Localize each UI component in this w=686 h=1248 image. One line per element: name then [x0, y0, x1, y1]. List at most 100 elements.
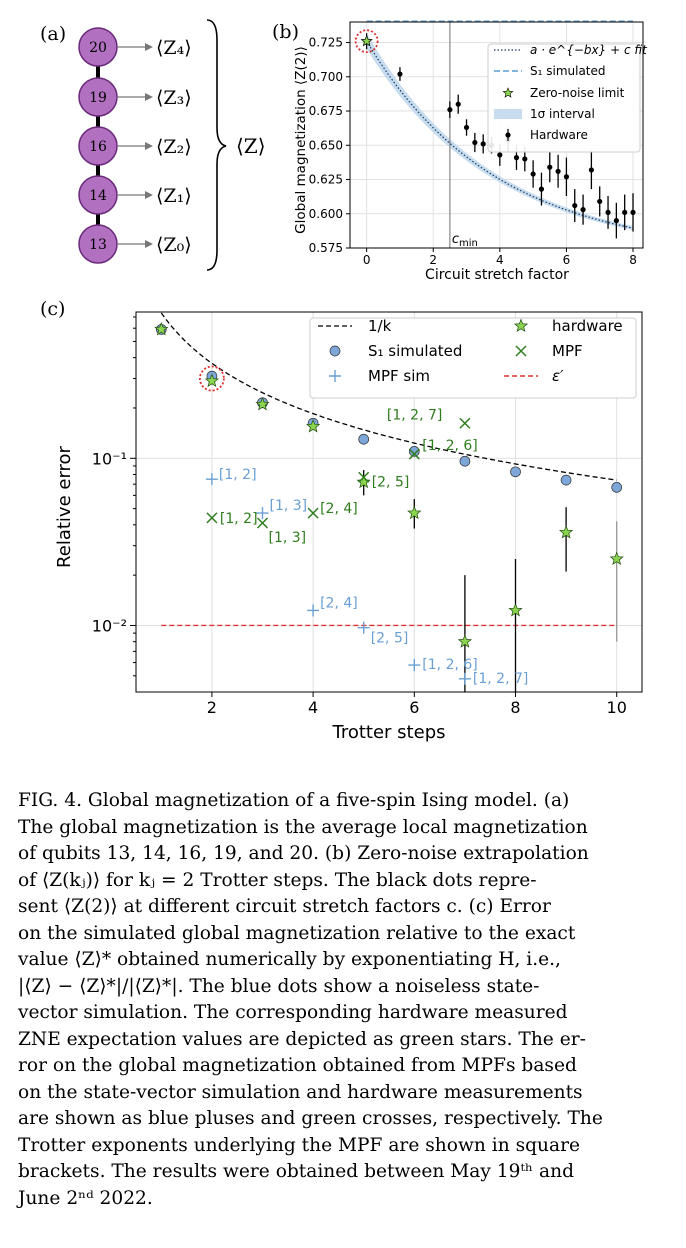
caption-line: on the state-vector simulation and hardw…	[18, 1081, 583, 1103]
legend-entry: S₁ simulated	[530, 64, 606, 78]
total-operator: ⟨Z⟩	[236, 134, 266, 158]
hardware-star	[508, 602, 523, 617]
mpf-sim-plus	[205, 473, 218, 486]
panel-b-xlabel: Circuit stretch factor	[425, 267, 569, 283]
mpf-label: [1, 2]	[220, 511, 258, 527]
zero-noise-star	[360, 34, 373, 47]
hardware-point	[622, 209, 628, 215]
mpf-sim-plus	[256, 507, 269, 520]
hardware-point	[522, 156, 528, 162]
hardware-point	[447, 107, 453, 113]
y-tick-label: 10⁻²	[92, 616, 127, 635]
hardware-point	[605, 209, 611, 215]
one-over-k-curve	[160, 312, 617, 481]
x-tick-label: 2	[207, 698, 217, 717]
mpf-cross	[206, 512, 218, 524]
hardware-point	[580, 207, 586, 213]
hardware-star	[255, 396, 270, 411]
panel-b-plot: cmin 0 2 4 6 8 0.575 0.600 0.625 0.650 0.675 0.700 0…	[309, 20, 648, 267]
figure-canvas: (a) 20 ⟨Z₄⟩19 ⟨Z₃⟩16 ⟨Z₂⟩14 ⟨Z₁⟩13 ⟨Z₀⟩ ⟨Z⟩ (…	[40, 19, 648, 743]
x-tick-label: 4	[308, 698, 318, 717]
hardware-star	[356, 474, 371, 489]
legend-entry: MPF sim	[368, 367, 430, 385]
caption-line: FIG. 4. Global magnetization of a five-s…	[18, 790, 570, 811]
panel-c-xlabel: Trotter steps	[332, 722, 446, 743]
local-operator: ⟨Z₀⟩	[156, 234, 192, 256]
mpf-label: [1, 2, 7]	[387, 407, 442, 423]
qubit-node	[78, 77, 118, 117]
mpf-label: [1, 3]	[269, 530, 307, 546]
caption-line: ror on the global magnetization obtained…	[18, 1055, 577, 1076]
legend-entry: MPF	[552, 342, 583, 360]
hardware-point	[472, 139, 478, 146]
caption-line: brackets. The results were obtained betw…	[18, 1161, 574, 1182]
hardware-star	[204, 373, 219, 388]
mpf-sim-plus	[357, 621, 370, 634]
caption-line: Trotter exponents underlying the MPF are…	[18, 1134, 580, 1156]
hardware-point	[588, 167, 594, 173]
x-tick-label: 2	[429, 253, 437, 267]
y-tick-label: 0.675	[309, 104, 343, 118]
mpf-sim-plus	[307, 604, 320, 617]
arrow-head	[145, 93, 153, 101]
legend-mpf-swatch	[515, 345, 527, 357]
legend-box	[309, 317, 637, 399]
hardware-point	[597, 198, 603, 205]
mpf-label: [1, 2, 6]	[422, 438, 477, 454]
legend-hardware-swatch	[505, 132, 511, 138]
panel-b-ylabel: Global magnetization ⟨Z(2)⟩	[293, 46, 309, 234]
x-tick-label: 0	[363, 253, 371, 267]
legend-box	[487, 43, 641, 153]
panel-c-label: (c)	[40, 298, 65, 320]
legend-star-swatch	[513, 318, 529, 333]
legend-entry: Hardware	[530, 128, 588, 142]
legend-band-swatch	[494, 109, 522, 119]
caption-line: of qubits 13, 14, 16, 19, and 20. (b) Ze…	[18, 843, 589, 864]
x-tick-label: 8	[629, 253, 637, 267]
hardware-star	[306, 419, 321, 433]
highlight-circle	[354, 29, 379, 54]
hardware-point	[630, 209, 636, 215]
mpf-sim-label: [1, 3]	[270, 498, 308, 514]
axes-frame	[349, 21, 644, 249]
hardware-point	[572, 202, 578, 209]
s1-point	[358, 433, 370, 445]
qubit-number: 19	[89, 90, 107, 106]
legend-entry: Zero-noise limit	[530, 86, 625, 100]
legend-entry: 1σ interval	[530, 107, 595, 121]
mpf-cross	[358, 471, 370, 483]
legend-entry: hardware	[552, 317, 623, 335]
arrow-head	[145, 142, 153, 150]
cmin-label: cmin	[452, 232, 478, 249]
hardware-point	[463, 124, 470, 131]
qubit-node	[78, 224, 118, 264]
local-operator: ⟨Z₁⟩	[156, 185, 192, 207]
qubit-node	[78, 27, 118, 67]
mpf-cross	[307, 507, 319, 519]
hardware-point	[538, 186, 545, 192]
mpf-cross	[256, 517, 269, 529]
mpf-sim-label: [1, 2]	[219, 467, 257, 483]
legend-entry: S₁ simulated	[368, 342, 462, 360]
x-tick-label: 4	[496, 253, 504, 267]
y-tick-label: 0.600	[309, 207, 343, 221]
mpf-sim-label: [2, 4]	[320, 595, 358, 611]
arrow-head	[145, 240, 153, 248]
legend-entry: a · e^{−bx} + c fit	[530, 43, 648, 57]
mpf-cross	[459, 417, 471, 429]
mpf-label: [2, 5]	[372, 474, 410, 490]
caption-line: ZNE expectation values are depicted as g…	[18, 1028, 586, 1050]
caption-line: on the simulated global magnetization re…	[18, 922, 576, 944]
caption-line: sent ⟨Z(2)⟩ at different circuit stretch…	[18, 896, 551, 917]
panel-c: (c) Relative error Trotter steps [1, 2] […	[40, 298, 643, 743]
s1-point	[459, 455, 471, 467]
y-tick-label: 0.650	[309, 138, 343, 152]
mpf-label: [2, 4]	[320, 501, 358, 517]
panel-c-ylabel: Relative error	[54, 445, 75, 567]
hardware-point	[563, 174, 570, 180]
qubit-number: 16	[89, 139, 107, 155]
panel-b: (b) Global magnetization ⟨Z(2)⟩ Circuit …	[272, 20, 648, 283]
x-tick-label: 8	[510, 698, 520, 717]
mpf-cross	[408, 448, 420, 460]
hardware-star	[559, 525, 574, 539]
